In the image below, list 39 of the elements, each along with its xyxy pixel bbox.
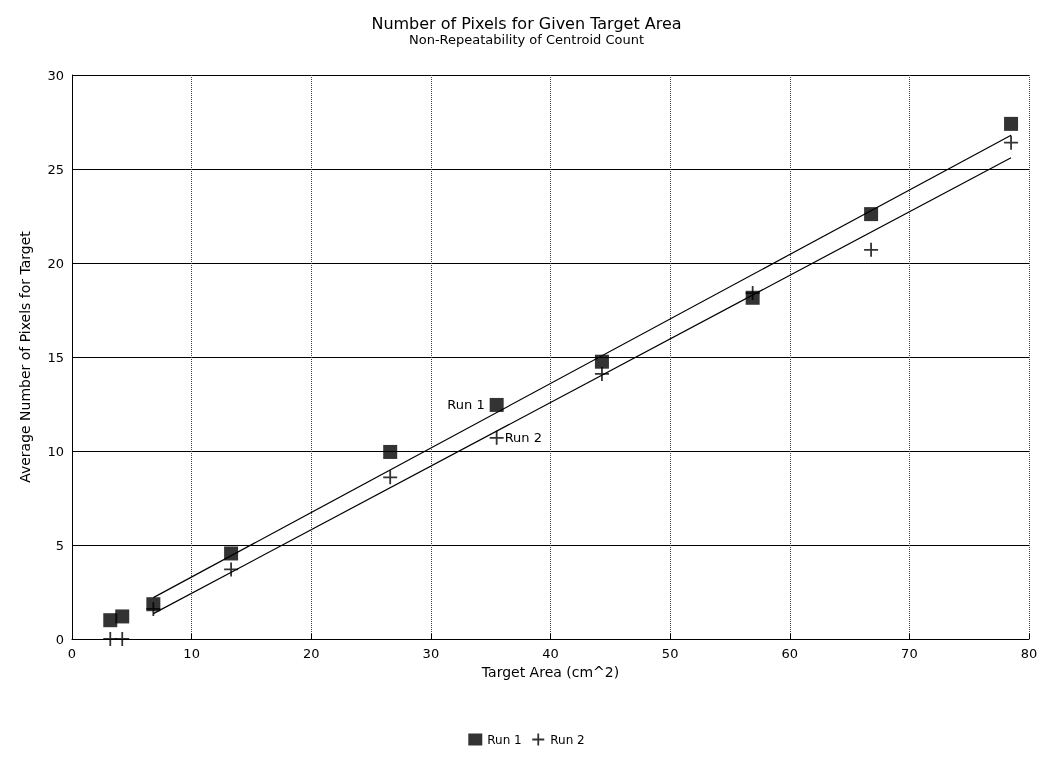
point	[1004, 116, 1019, 131]
point	[594, 354, 609, 369]
point	[223, 561, 239, 578]
x-tick-label: 40	[542, 646, 559, 661]
x-tick-label: 60	[781, 646, 799, 661]
x-tick-label: 50	[661, 646, 679, 661]
y-tick-label: 20	[47, 255, 64, 271]
annotation: Run 1	[447, 397, 485, 413]
point	[489, 397, 504, 412]
point	[224, 546, 239, 561]
point	[115, 609, 130, 624]
x-tick-label: 10	[183, 646, 200, 661]
point	[864, 207, 879, 222]
point	[383, 444, 398, 459]
y-tick-label: 15	[47, 349, 64, 365]
x-tick-label: 70	[901, 646, 918, 661]
y-tick-label: 0	[55, 631, 64, 647]
y-axis-title: Average Number of Pixels for Target	[17, 230, 33, 483]
point	[744, 285, 761, 301]
legend-label: Run 2	[550, 732, 585, 747]
x-tick-label: 30	[422, 646, 440, 661]
annotation: Run 2	[504, 430, 543, 446]
legend-label: Run 1	[487, 732, 522, 747]
x-tick-label: 0	[67, 646, 77, 661]
point	[114, 631, 131, 647]
y-tick-label: 10	[47, 443, 64, 459]
y-tick-label: 25	[47, 161, 64, 177]
chart-title: Number of Pixels for Given Target Area	[371, 13, 682, 33]
point	[488, 429, 505, 446]
x-tick-label: 20	[302, 646, 320, 661]
point	[382, 469, 399, 486]
y-tick-label: 5	[55, 537, 64, 553]
point	[863, 241, 879, 258]
point	[1003, 134, 1019, 151]
chart-subtitle: Non-Repeatability of Centroid Count	[408, 32, 645, 47]
x-tick-label: 80	[1020, 646, 1038, 661]
x-axis-title: Target Area (cm^2)	[480, 663, 620, 680]
point	[594, 366, 610, 382]
y-tick-label: 30	[47, 67, 64, 83]
